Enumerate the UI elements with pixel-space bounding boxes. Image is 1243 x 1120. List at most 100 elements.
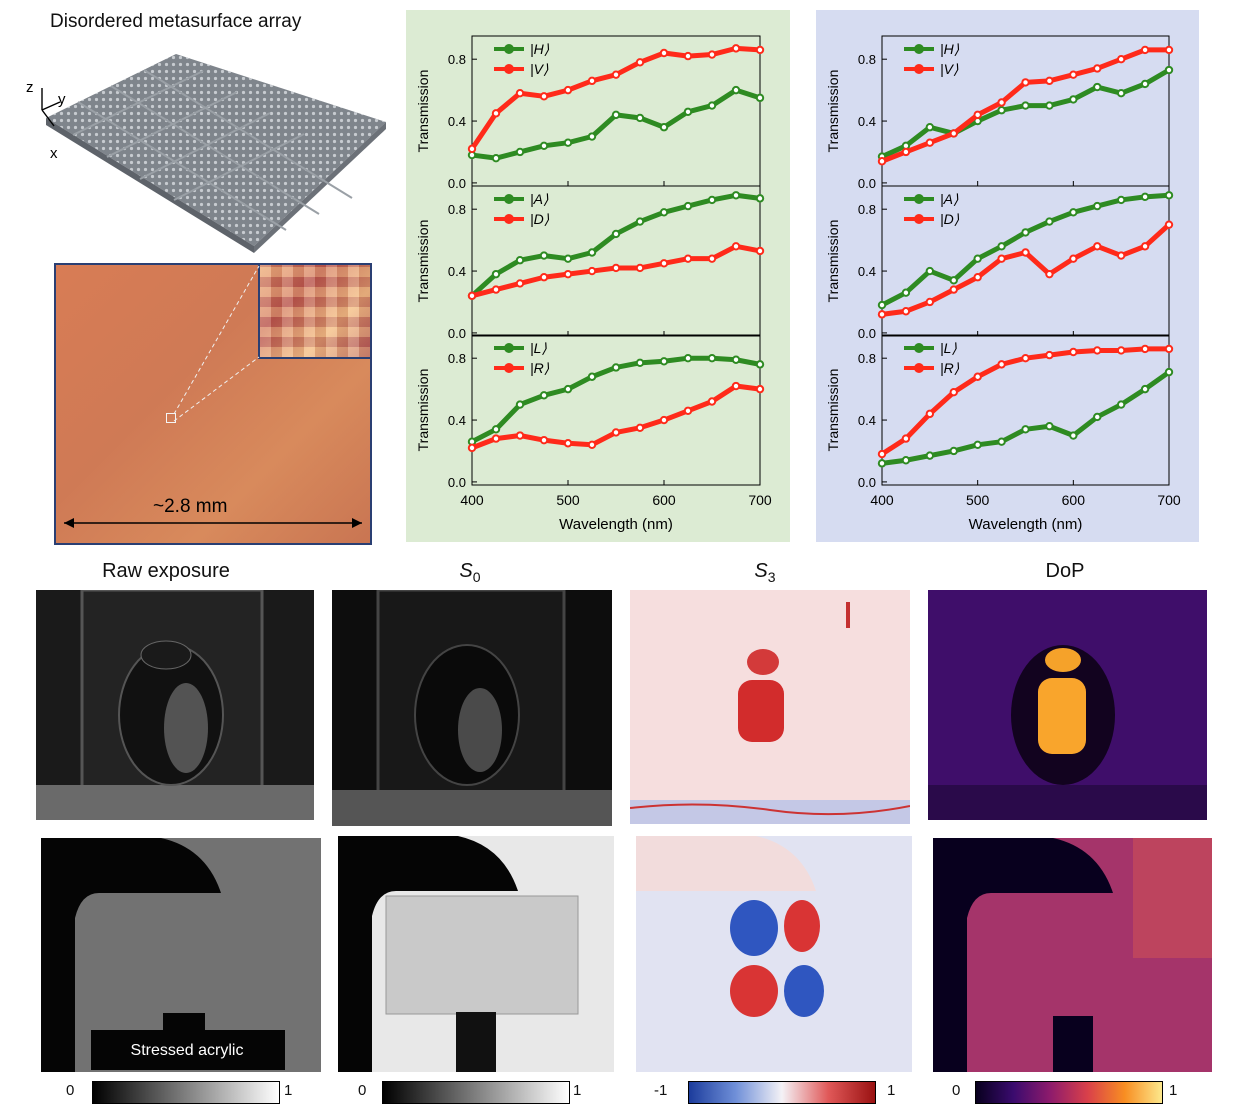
data-point [925,409,935,419]
data-point [1140,344,1150,354]
colorbar-dop-max: 1 [1169,1082,1178,1099]
data-point [1045,269,1054,279]
data-point [925,451,935,460]
y-axis-label: Transmission [415,220,431,303]
data-point [925,123,935,132]
data-point [659,357,669,366]
data-point [1164,367,1174,377]
transmission-chart-left-2: 0.0 0.4 0.8 Transmission |L⟩ |R⟩ [415,334,765,490]
x-tick-label: 400 [460,492,484,508]
legend-label: |A⟩ [530,191,549,207]
y-axis-label: Transmission [415,369,431,452]
data-point [515,256,525,265]
colorbar-raw [92,1081,280,1104]
data-point [901,307,911,316]
colorbar-s0-max: 1 [573,1082,582,1099]
data-point [1069,347,1078,357]
colorbar-s3-max: 1 [887,1082,896,1099]
legend-label: |H⟩ [940,41,960,57]
chart-frame [881,185,1170,337]
axis-x-label: x [50,145,58,162]
data-point [901,147,911,157]
data-point [973,254,982,263]
data-point [1164,220,1174,229]
colorbar-s0-min: 0 [358,1082,367,1099]
data-point [1140,45,1150,55]
data-point [611,70,621,79]
data-point [997,437,1006,446]
data-point [1093,346,1102,355]
stressed-acrylic-label: Stressed acrylic [130,1042,244,1059]
legend-swatch-marker [914,194,924,204]
data-point [731,355,741,364]
transmission-chart-right-2: 0.0 0.4 0.8 Transmission |L⟩ |R⟩ [825,334,1174,490]
data-point [731,381,741,391]
acrylic-s3 [636,836,912,1072]
legend-label: |R⟩ [940,360,960,376]
x-tick-label: 400 [870,492,894,508]
data-point [515,147,525,157]
legend-swatch-marker [504,343,514,353]
data-point [1116,346,1126,355]
scale-bar-label: ~2.8 mm [153,496,227,517]
data-point [683,353,693,363]
data-point [1069,254,1078,263]
data-point [683,254,693,263]
data-point [1116,54,1126,64]
data-point [997,254,1006,263]
data-point [755,384,765,394]
data-point [563,439,573,448]
y-tick-label: 0.4 [858,413,876,428]
data-point [563,384,573,394]
acrylic-s0 [338,836,614,1072]
data-point [877,459,887,468]
data-point [901,434,911,443]
y-tick-label: 0.0 [448,176,466,191]
y-tick-label: 0.8 [448,351,466,366]
colorbar-s3 [688,1081,876,1104]
y-tick-label: 0.4 [858,264,876,279]
data-point [635,217,645,226]
legend-label: |D⟩ [530,211,550,227]
data-point [1045,217,1054,226]
legend-label: |H⟩ [530,41,550,57]
data-point [1093,412,1102,422]
data-point [1116,400,1126,409]
legend-swatch-marker [914,44,924,54]
data-point [1093,242,1102,251]
legend-swatch-marker [914,214,924,224]
data-point [587,132,597,141]
data-point [1164,344,1174,354]
data-point [659,123,669,132]
legend-label: |D⟩ [940,211,960,227]
data-point [949,446,958,456]
y-tick-label: 0.8 [448,52,466,67]
legend-label: |L⟩ [530,340,547,356]
data-point [973,273,982,282]
transmission-chart-right-0: 0.0 0.4 0.8 Transmission |H⟩ |V⟩ [825,35,1174,191]
transmission-panel-left: 0.0 0.4 0.8 Transmission |H⟩ |V⟩ 0.0 0.4 0.8 Tran… [406,10,790,542]
data-point [611,110,621,120]
transmission-panel-right: 0.0 0.4 0.8 Transmission |H⟩ |V⟩ 0.0 0.4 0.8 Tran… [816,10,1199,542]
data-point [1021,101,1030,110]
data-point [635,263,645,273]
data-point [925,138,935,147]
x-tick-label: 700 [748,492,772,508]
data-point [1093,201,1102,211]
colorbar-dop [975,1081,1163,1104]
y-tick-label: 0.0 [448,475,466,490]
acrylic-dop [933,838,1212,1072]
data-point [1045,76,1054,86]
data-point [755,360,765,369]
axis-y-label: y [58,91,66,108]
beetle-s0 [332,590,612,826]
data-point [611,263,621,273]
data-point [635,113,645,123]
data-point [1093,82,1102,92]
y-axis-label: Transmission [415,70,431,153]
data-point [1140,384,1150,394]
column-title-s0: S0 [459,560,481,585]
data-point [683,51,693,61]
data-point [467,291,477,300]
data-point [877,157,887,166]
